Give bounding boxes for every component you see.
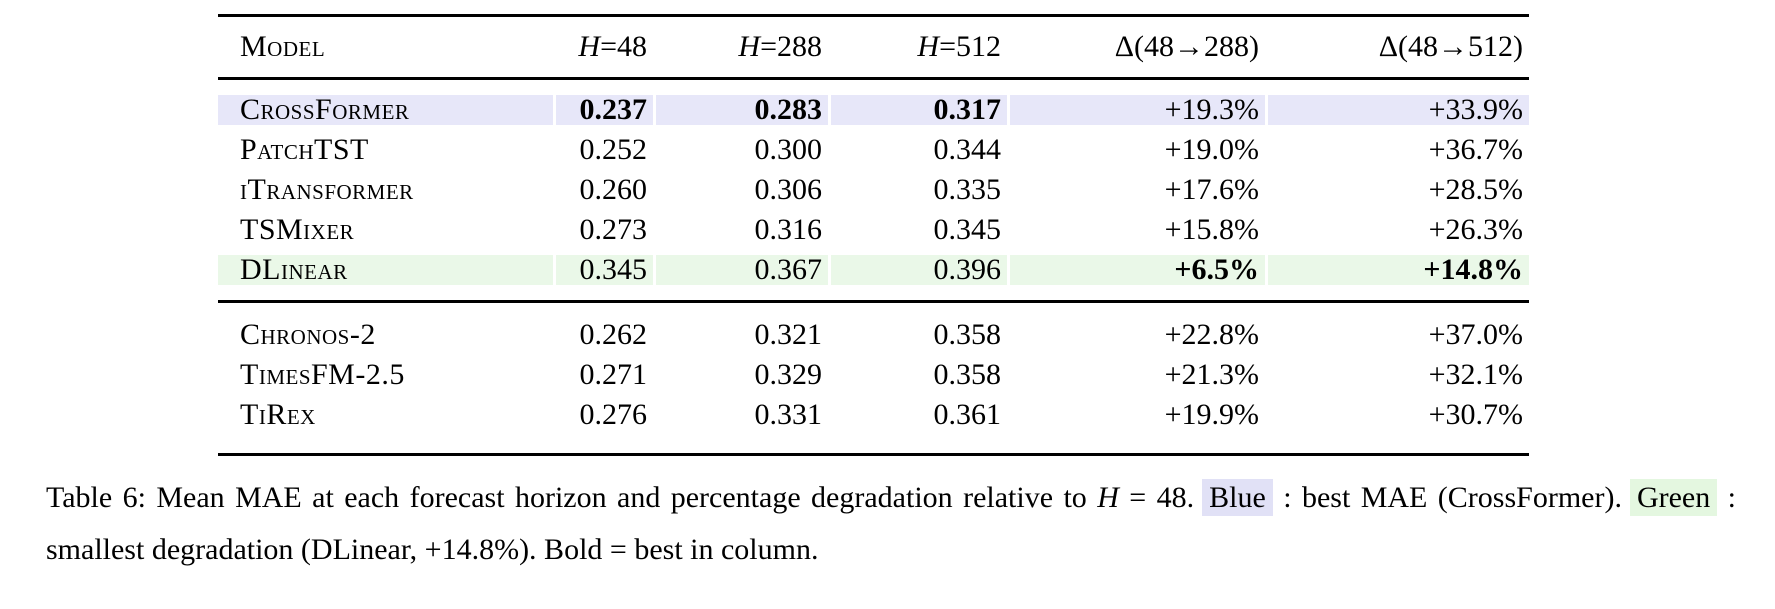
mae-h48: 0.252 <box>579 133 648 166</box>
mae-h48: 0.260 <box>579 173 648 206</box>
math-h: H <box>738 30 761 63</box>
header-h512-value: =512 <box>939 30 1001 63</box>
mae-h288: 0.300 <box>754 133 823 166</box>
model-name: PatchTST <box>240 133 369 166</box>
mae-h512: 0.361 <box>933 398 1002 431</box>
degradation-288: +15.8% <box>1164 213 1259 246</box>
table-row-tirex: TiRex 0.276 0.331 0.361 +19.9% +30.7% <box>218 395 1529 435</box>
mae-h512: 0.358 <box>933 358 1002 391</box>
mae-h288: 0.329 <box>754 358 823 391</box>
caption-prefix: Table 6: Mean MAE at each forecast horiz… <box>46 481 1098 514</box>
degradation-512: +33.9% <box>1268 95 1529 125</box>
mae-h288: 0.331 <box>754 398 823 431</box>
mae-h48: 0.273 <box>579 213 648 246</box>
mae-h512: 0.335 <box>933 173 1002 206</box>
mae-h48: 0.276 <box>579 398 648 431</box>
mae-h512: 0.345 <box>933 213 1002 246</box>
degradation-288: +21.3% <box>1164 358 1259 391</box>
caption-green-text: : smallest degradation (DLinear, +14.8%)… <box>46 481 1737 566</box>
column-header-h48: H=48 <box>556 32 653 62</box>
degradation-512: +14.8% <box>1268 255 1529 285</box>
blue-legend-swatch: Blue <box>1202 479 1273 516</box>
mae-h512: 0.358 <box>933 318 1002 351</box>
math-h: H <box>1097 481 1119 514</box>
degradation-512: +37.0% <box>1428 318 1523 351</box>
table-row-timesfm: TimesFM-2.5 0.271 0.329 0.358 +21.3% +32… <box>218 355 1529 395</box>
results-table: Model H=48 H=288 H=512 Δ(48→288) Δ(48→51… <box>218 14 1529 456</box>
degradation-512: +32.1% <box>1428 358 1523 391</box>
model-name: TSMixer <box>240 213 355 246</box>
table-row-chronos-2: Chronos-2 0.262 0.321 0.358 +22.8% +37.0… <box>218 315 1529 355</box>
column-header-h512: H=512 <box>831 32 1007 62</box>
degradation-288: +22.8% <box>1164 318 1259 351</box>
degradation-512: +30.7% <box>1428 398 1523 431</box>
table-top-rule <box>218 14 1529 17</box>
model-name: DLinear <box>218 255 553 285</box>
mae-h512: 0.344 <box>933 133 1002 166</box>
degradation-288: +19.0% <box>1164 133 1259 166</box>
column-header-h288: H=288 <box>656 32 828 62</box>
mae-h48: 0.237 <box>556 95 653 125</box>
degradation-288: +6.5% <box>1010 255 1265 285</box>
mae-h288: 0.321 <box>754 318 823 351</box>
column-header-model: Model <box>240 30 326 63</box>
mae-h48: 0.262 <box>579 318 648 351</box>
degradation-512: +36.7% <box>1428 133 1523 166</box>
green-legend-swatch: Green <box>1629 479 1718 516</box>
degradation-288: +17.6% <box>1164 173 1259 206</box>
table-row-dlinear: DLinear 0.345 0.367 0.396 +6.5% +14.8% <box>218 250 1529 290</box>
math-h: H <box>578 30 601 63</box>
degradation-288: +19.9% <box>1164 398 1259 431</box>
table-body-group-foundation: Chronos-2 0.262 0.321 0.358 +22.8% +37.0… <box>218 303 1529 453</box>
mae-h512: 0.317 <box>831 95 1007 125</box>
table-body-group-task-specific: CrossFormer 0.237 0.283 0.317 +19.3% +33… <box>218 90 1529 290</box>
header-h48-value: =48 <box>600 30 647 63</box>
degradation-288: +19.3% <box>1010 95 1265 125</box>
model-name: iTransformer <box>240 173 414 206</box>
caption-blue-text: : best MAE (CrossFormer). <box>1272 481 1622 514</box>
degradation-512: +26.3% <box>1428 213 1523 246</box>
mae-h48: 0.271 <box>579 358 648 391</box>
model-name: TimesFM-2.5 <box>240 358 405 391</box>
table-row-crossformer: CrossFormer 0.237 0.283 0.317 +19.3% +33… <box>218 90 1529 130</box>
header-h288-value: =288 <box>760 30 822 63</box>
mae-h288: 0.316 <box>754 213 823 246</box>
mae-h48: 0.345 <box>556 255 653 285</box>
group-separator-rule <box>218 300 1529 303</box>
model-name: TiRex <box>240 398 316 431</box>
mae-h512: 0.396 <box>831 255 1007 285</box>
table-row-patchtst: PatchTST 0.252 0.300 0.344 +19.0% +36.7% <box>218 130 1529 170</box>
degradation-512: +28.5% <box>1428 173 1523 206</box>
column-header-delta-512: Δ(48→512) <box>1378 30 1523 63</box>
table-caption: Table 6: Mean MAE at each forecast horiz… <box>46 472 1736 576</box>
mae-h288: 0.283 <box>656 95 828 125</box>
model-name: CrossFormer <box>218 95 553 125</box>
table-row-itransformer: iTransformer 0.260 0.306 0.335 +17.6% +2… <box>218 170 1529 210</box>
caption-h-value: = 48. <box>1118 481 1195 514</box>
table-header-row: Model H=48 H=288 H=512 Δ(48→288) Δ(48→51… <box>218 17 1529 77</box>
header-separator-rule <box>218 77 1529 80</box>
model-name: Chronos-2 <box>240 318 376 351</box>
table-row-tsmixer: TSMixer 0.273 0.316 0.345 +15.8% +26.3% <box>218 210 1529 250</box>
mae-h288: 0.306 <box>754 173 823 206</box>
table-bottom-rule <box>218 453 1529 456</box>
column-header-delta-288: Δ(48→288) <box>1114 30 1259 63</box>
math-h: H <box>917 30 940 63</box>
mae-h288: 0.367 <box>656 255 828 285</box>
